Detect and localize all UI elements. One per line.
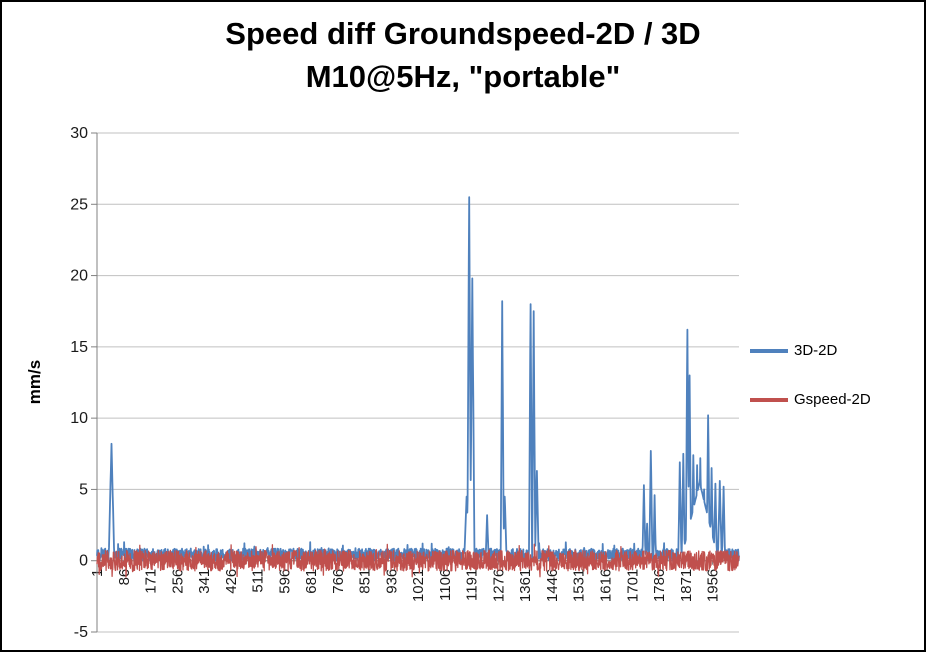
x-tick-label: 1446: [544, 569, 561, 602]
chart-title: Speed diff Groundspeed-2D / 3D M10@5Hz, …: [2, 12, 924, 99]
legend-label-3d-2d: 3D-2D: [794, 342, 838, 359]
y-axis-title: mm/s: [22, 252, 48, 512]
y-axis-title-text: mm/s: [25, 359, 45, 405]
legend-label-gspeed-2d: Gspeed-2D: [794, 391, 871, 408]
series-line-3d-2d: [96, 196, 740, 562]
x-tick-label: 86: [116, 569, 133, 586]
x-tick-label: 766: [330, 569, 347, 594]
y-tick-label: 10: [70, 410, 88, 427]
x-tick-label: 1956: [705, 569, 722, 602]
y-tick-label: 20: [70, 268, 88, 285]
x-tick-label: 426: [223, 569, 240, 594]
y-tick-label: 15: [70, 339, 88, 356]
legend-swatch-gspeed-2d: [750, 397, 788, 402]
x-tick-label: 1106: [437, 569, 454, 601]
y-tick-label: 30: [70, 125, 88, 142]
y-tick-label: 25: [70, 196, 88, 213]
x-tick-label: 171: [143, 569, 160, 594]
legend: 3D-2D Gspeed-2D: [750, 342, 871, 408]
x-tick-label: 936: [383, 569, 400, 594]
x-tick-label: 1276: [490, 569, 507, 602]
x-tick-label: 511: [250, 569, 267, 593]
legend-item-gspeed-2d: Gspeed-2D: [750, 391, 871, 408]
x-tick-label: 1361: [517, 569, 534, 602]
x-tick-label: 1871: [678, 569, 695, 602]
x-tick-label: 256: [169, 569, 186, 594]
y-tick-label: 5: [79, 481, 88, 498]
x-tick-label: 1701: [624, 569, 641, 602]
series-line-gspeed-2d: [96, 543, 740, 578]
x-tick-label: 1786: [651, 569, 668, 602]
x-tick-label: 1191: [464, 569, 481, 601]
chart-title-line2: M10@5Hz, "portable": [305, 59, 621, 95]
x-tick-label: 596: [276, 569, 293, 594]
legend-swatch-3d-2d: [750, 348, 788, 353]
x-tick-label: 1531: [571, 569, 588, 602]
x-tick-label: 681: [303, 569, 320, 594]
y-tick-label: 0: [79, 553, 88, 570]
chart-title-line1: Speed diff Groundspeed-2D / 3D: [225, 16, 701, 51]
x-tick-label: 341: [196, 569, 213, 594]
x-tick-label: 851: [357, 569, 374, 594]
x-tick-label: 1021: [410, 569, 427, 602]
y-tick-label: -5: [74, 624, 88, 641]
legend-item-3d-2d: 3D-2D: [750, 342, 871, 359]
x-tick-label: 1616: [597, 569, 614, 602]
